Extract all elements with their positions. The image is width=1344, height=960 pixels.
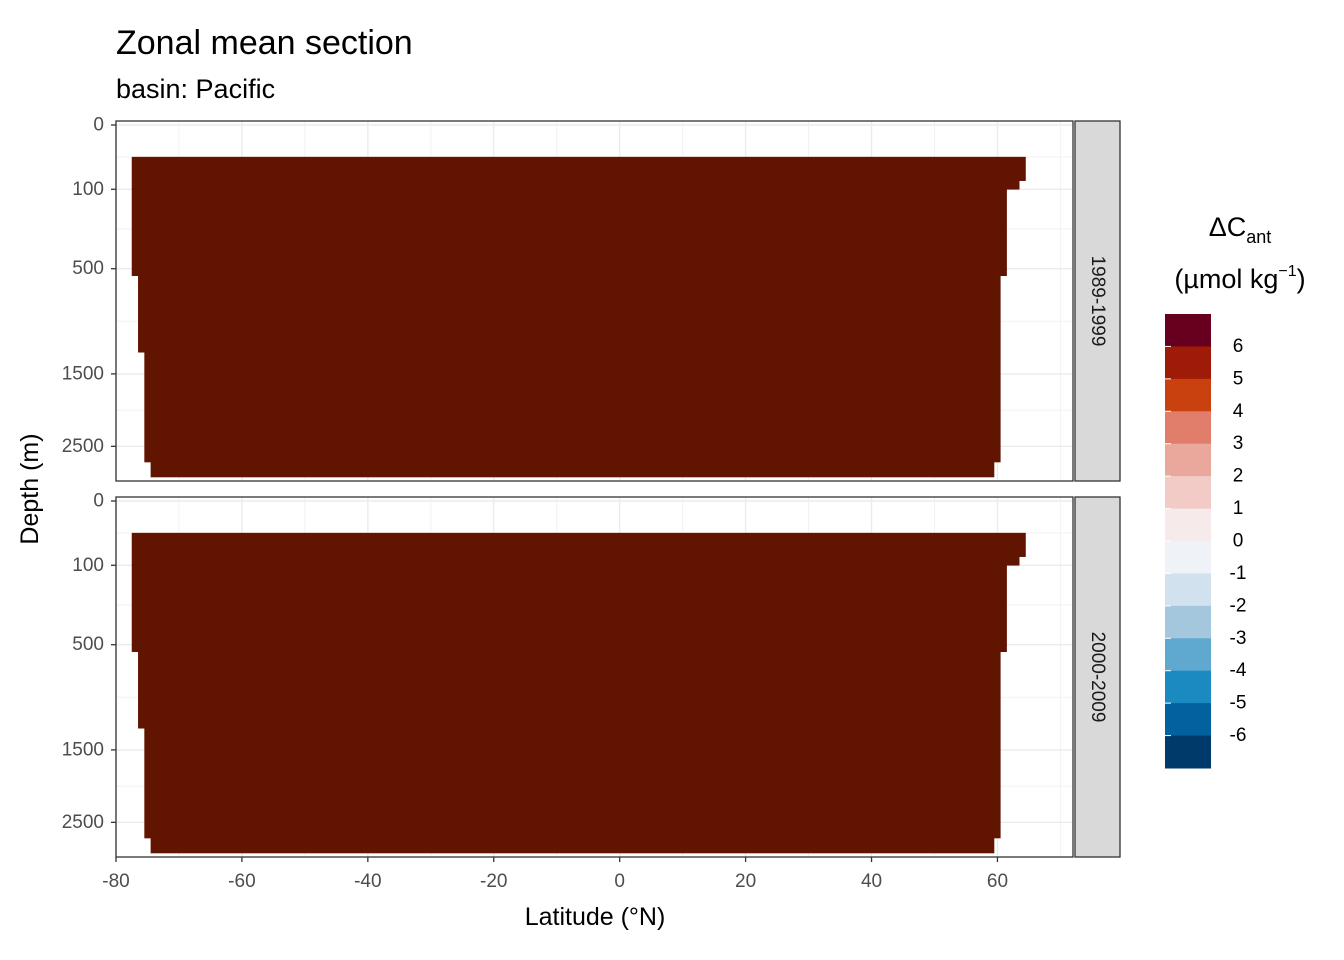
legend-label: 4 <box>1233 401 1244 422</box>
x-tick-label: 0 <box>614 871 625 892</box>
facet-panels: 1989-1999 0 100 500 1500 2500 2000-2009 0 100 500… <box>62 115 1121 858</box>
legend-unit: (µmol kg−1) <box>1174 263 1305 294</box>
legend-label: 5 <box>1233 368 1244 389</box>
facet-strip <box>1074 120 1121 482</box>
legend-swatch <box>1165 314 1211 347</box>
color-legend: ΔCant (µmol kg−1) 6 5 4 3 2 1 0 -1 -2 -3 -4 -5 -6 <box>1165 212 1306 769</box>
section-cell <box>144 727 1001 839</box>
section-cell <box>131 180 1020 190</box>
legend-label: 3 <box>1233 433 1244 454</box>
x-tick-label: -20 <box>480 871 507 892</box>
legend-label: -6 <box>1230 725 1247 746</box>
section-cell <box>131 156 1026 181</box>
x-tick-label: 20 <box>735 871 756 892</box>
section-cell <box>131 556 1020 566</box>
legend-label: -4 <box>1230 660 1247 681</box>
legend-label: -2 <box>1230 595 1247 616</box>
x-tick-label: -80 <box>102 871 129 892</box>
panel-border <box>115 496 1074 858</box>
y-tick-label: 2500 <box>62 436 104 457</box>
y-tick-label: 1500 <box>62 739 104 760</box>
legend-swatch <box>1165 508 1211 542</box>
legend-label: 6 <box>1233 336 1244 357</box>
legend-swatch <box>1165 378 1211 412</box>
x-tick-label: 60 <box>987 871 1008 892</box>
y-tick-label: 100 <box>72 179 104 200</box>
legend-label: 1 <box>1233 498 1244 519</box>
x-tick-label: -60 <box>228 871 255 892</box>
legend-swatch <box>1165 735 1211 769</box>
y-tick-label: 500 <box>72 258 104 279</box>
legend-label: -5 <box>1230 693 1247 714</box>
legend-swatch <box>1165 443 1211 477</box>
y-tick-label: 2500 <box>62 812 104 833</box>
section-cell <box>138 275 1001 353</box>
legend-label: 0 <box>1233 531 1244 552</box>
legend-swatch <box>1165 670 1211 704</box>
legend-swatch <box>1165 411 1211 445</box>
legend-label: 2 <box>1233 466 1244 487</box>
section-cell <box>131 188 1007 277</box>
section-cell <box>144 351 1001 463</box>
x-tick-label: -40 <box>354 871 381 892</box>
legend-label: -3 <box>1230 628 1247 649</box>
legend-label: -1 <box>1230 563 1247 584</box>
facet-strip-label: 1989-1999 <box>1087 256 1108 347</box>
section-cell <box>150 461 995 478</box>
legend-title: ΔCant <box>1209 212 1272 247</box>
legend-swatch <box>1165 476 1211 510</box>
section-cell <box>138 651 1001 729</box>
section-cell <box>131 564 1007 653</box>
section-cell <box>150 837 995 854</box>
legend-swatch <box>1165 703 1211 737</box>
facet-panel: 2000-2009 0 100 500 1500 2500 <box>62 491 1121 858</box>
x-tick-label: 40 <box>861 871 882 892</box>
legend-swatch <box>1165 605 1211 639</box>
y-tick-label: 1500 <box>62 363 104 384</box>
panel-border <box>115 120 1074 482</box>
section-cell <box>131 532 1026 557</box>
x-axis-title: Latitude (°N) <box>525 903 666 931</box>
y-tick-label: 500 <box>72 634 104 655</box>
y-tick-label: 0 <box>93 491 104 512</box>
facet-strip-label: 2000-2009 <box>1087 632 1108 723</box>
legend-swatch <box>1165 638 1211 672</box>
y-tick-label: 100 <box>72 555 104 576</box>
facet-strip <box>1074 496 1121 858</box>
legend-swatch <box>1165 346 1211 380</box>
y-tick-label: 0 <box>93 115 104 136</box>
legend-swatch <box>1165 541 1211 574</box>
chart-subtitle: basin: Pacific <box>116 74 275 104</box>
x-axis: -80 -60 -40 -20 0 20 40 60 <box>102 857 1008 892</box>
chart-title: Zonal mean section <box>116 24 413 62</box>
facet-panel: 1989-1999 0 100 500 1500 2500 <box>62 115 1121 482</box>
y-axis-title: Depth (m) <box>16 433 44 544</box>
legend-swatch <box>1165 573 1211 607</box>
